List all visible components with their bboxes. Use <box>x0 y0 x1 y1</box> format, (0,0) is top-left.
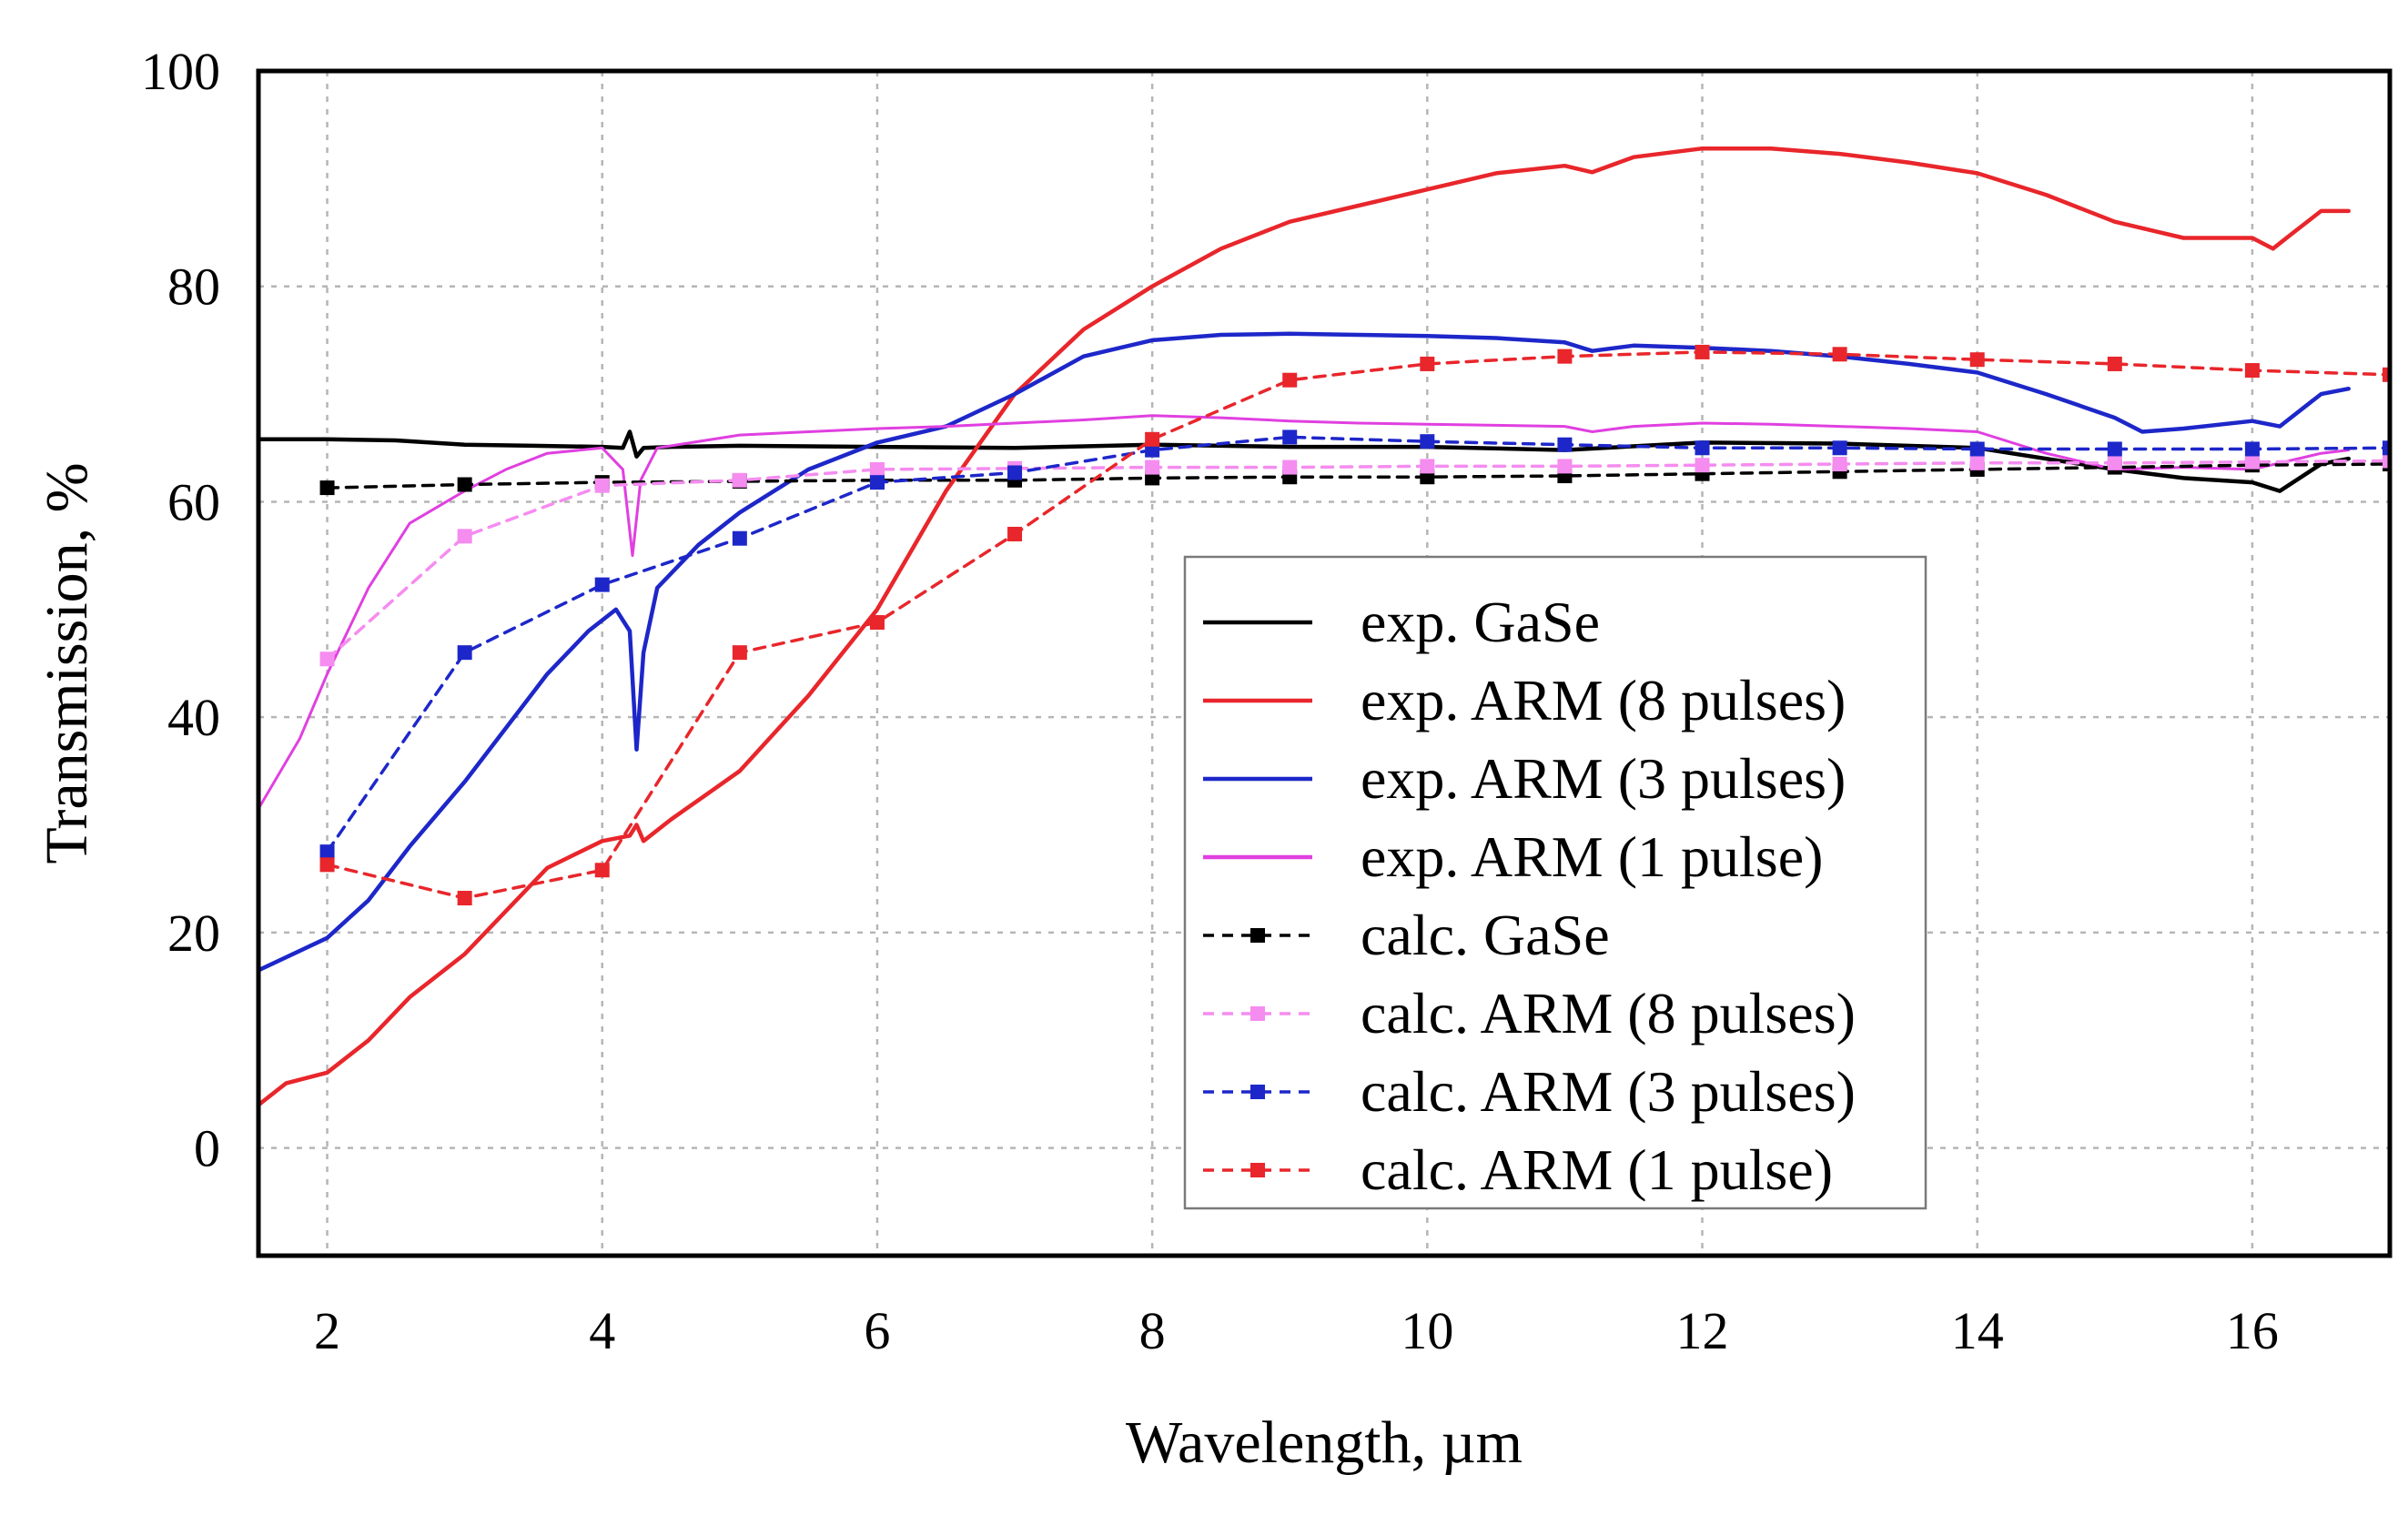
exp-series-line <box>258 429 2351 493</box>
y-tick-label: 0 <box>194 1119 220 1178</box>
data-point-marker <box>869 461 885 477</box>
exp-series-line <box>258 331 2351 973</box>
legend: exp. GaSe exp. ARM (8 pulses) exp. ARM (3 … <box>1183 555 1927 1210</box>
data-point-marker <box>1695 344 1710 359</box>
legend-box <box>1183 555 1927 1210</box>
data-point-marker <box>1832 347 1847 362</box>
data-point-marker <box>457 477 472 492</box>
data-point-marker <box>594 478 610 493</box>
series-0 <box>258 429 2351 493</box>
data-point-marker <box>1420 459 1435 474</box>
plot-frame <box>256 68 2393 1258</box>
data-point-marker <box>594 863 610 878</box>
data-point-marker <box>732 645 747 661</box>
tick-labels: 2 4 6 8 10 12 14 16 0 20 40 60 80 100 <box>141 42 2279 1360</box>
y-tick-label: 80 <box>167 258 220 317</box>
data-point-marker <box>869 615 885 631</box>
legend-marker <box>1250 928 1265 943</box>
data-point-marker <box>1145 431 1160 447</box>
exp-series-line <box>258 146 2351 1107</box>
series-2 <box>258 331 2351 973</box>
data-point-marker <box>2383 453 2390 469</box>
data-point-marker <box>1832 457 1847 472</box>
data-point-marker <box>1969 455 1985 470</box>
data-point-marker <box>1145 460 1160 475</box>
data-point-marker <box>2244 454 2260 470</box>
data-point-marker <box>2107 441 2122 457</box>
y-tick-label: 40 <box>167 688 220 747</box>
data-point-marker <box>2383 440 2390 456</box>
data-point-marker <box>2107 455 2122 470</box>
x-tick-label: 8 <box>1139 1301 1166 1360</box>
data-point-marker <box>457 891 472 906</box>
y-tick-label: 60 <box>167 472 220 531</box>
data-point-marker <box>2244 441 2260 457</box>
data-point-marker <box>1557 348 1573 364</box>
data-point-marker <box>1007 465 1023 480</box>
gridlines <box>258 71 2390 1256</box>
data-point-marker <box>1557 459 1573 474</box>
data-point-marker <box>1282 460 1298 475</box>
x-tick-label: 14 <box>1951 1301 2004 1360</box>
y-tick-label: 20 <box>167 904 220 963</box>
data-point-marker <box>732 472 747 488</box>
data-point-marker <box>1557 437 1573 452</box>
x-axis-title: Wavelength, µm <box>1126 1409 1523 1476</box>
x-tick-label: 10 <box>1401 1301 1453 1360</box>
data-point-marker <box>2244 363 2260 379</box>
data-point-marker <box>1282 372 1298 388</box>
calc-series-line <box>325 462 2390 490</box>
data-point-marker <box>2383 367 2390 382</box>
calc-series-line <box>325 459 2390 662</box>
legend-marker <box>1250 1085 1265 1099</box>
data-point-marker <box>1282 429 1298 445</box>
x-tick-label: 4 <box>589 1301 615 1360</box>
legend-label: exp. ARM (8 pulses) <box>1361 668 1846 732</box>
x-tick-label: 6 <box>864 1301 890 1360</box>
data-series <box>258 146 2390 1107</box>
x-tick-label: 16 <box>2226 1301 2279 1360</box>
legend-label: calc. ARM (3 pulses) <box>1361 1059 1856 1124</box>
data-point-marker <box>2107 356 2122 371</box>
legend-marker <box>1250 1006 1265 1021</box>
y-axis-title: Transmission, % <box>34 462 100 864</box>
data-point-marker <box>1832 440 1847 456</box>
data-point-marker <box>732 530 747 546</box>
data-point-marker <box>319 480 335 496</box>
data-point-marker <box>1695 440 1710 456</box>
legend-label: exp. ARM (3 pulses) <box>1361 746 1846 811</box>
x-tick-label: 12 <box>1676 1301 1729 1360</box>
y-tick-label: 100 <box>141 42 220 101</box>
data-point-marker <box>457 529 472 544</box>
data-point-marker <box>1969 441 1985 457</box>
data-point-marker <box>869 475 885 490</box>
data-point-marker <box>1420 434 1435 449</box>
legend-label: exp. GaSe <box>1361 590 1600 654</box>
data-point-marker <box>594 577 610 592</box>
data-point-marker <box>1695 458 1710 473</box>
x-tick-label: 2 <box>314 1301 340 1360</box>
legend-label: calc. GaSe <box>1361 903 1610 967</box>
data-point-marker <box>319 857 335 873</box>
legend-label: calc. ARM (1 pulse) <box>1361 1137 1833 1202</box>
series-3 <box>258 414 2351 811</box>
legend-marker <box>1250 1163 1265 1177</box>
series-7 <box>319 344 2390 906</box>
calc-series-line <box>325 435 2390 853</box>
data-point-marker <box>1420 356 1435 371</box>
data-point-marker <box>1007 526 1023 541</box>
calc-series-line <box>325 350 2390 900</box>
data-point-marker <box>457 645 472 661</box>
data-point-marker <box>319 844 335 860</box>
exp-series-line <box>258 414 2351 811</box>
data-point-marker <box>319 651 335 667</box>
series-6 <box>319 429 2390 860</box>
legend-label: calc. ARM (8 pulses) <box>1361 981 1856 1045</box>
data-point-marker <box>1969 352 1985 368</box>
series-1 <box>258 146 2351 1107</box>
legend-label: exp. ARM (1 pulse) <box>1361 824 1823 889</box>
